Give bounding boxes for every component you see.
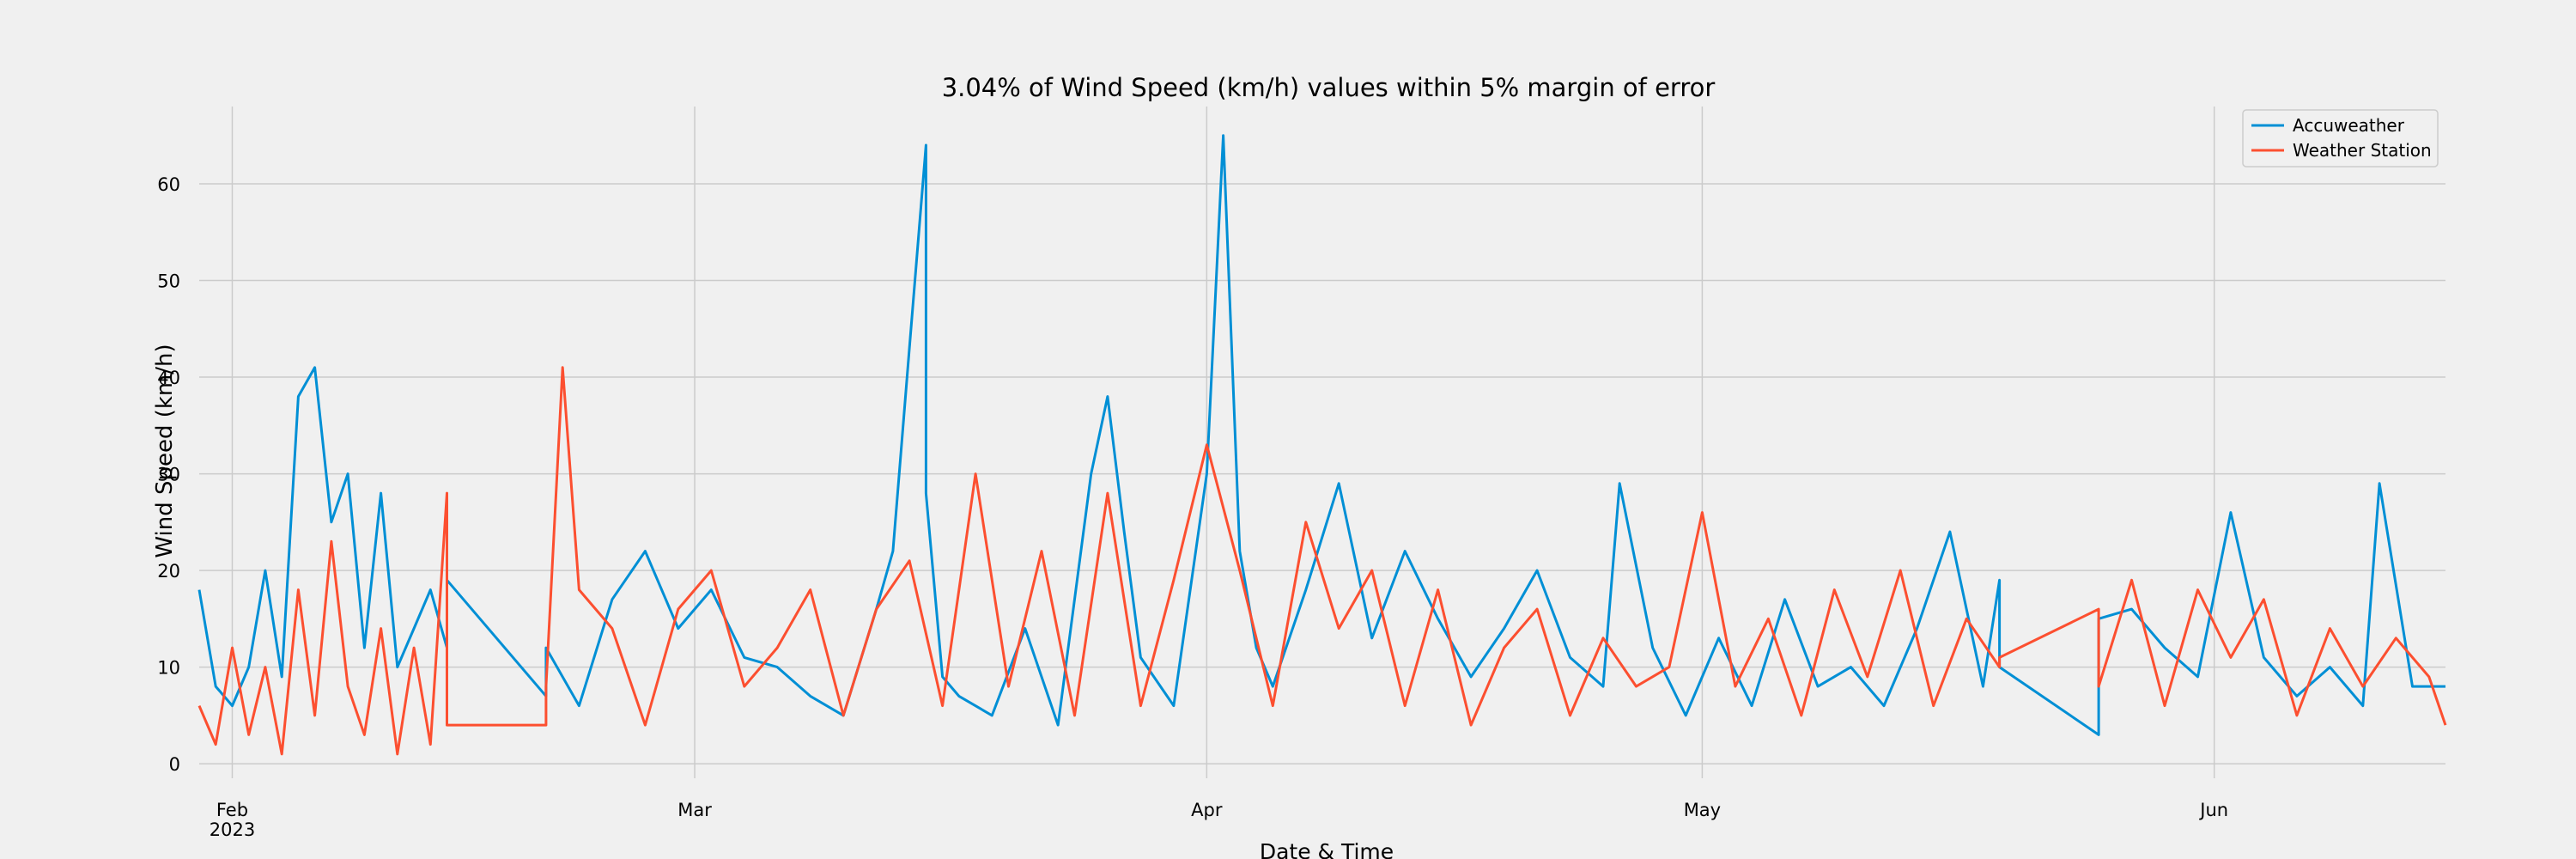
legend-label: Accuweather <box>2293 115 2405 136</box>
y-tick-label: 20 <box>157 561 180 582</box>
y-tick-label: 50 <box>157 271 180 292</box>
series-layer <box>197 134 2447 756</box>
y-tick-label: 0 <box>169 754 180 775</box>
chart-title: 3.04% of Wind Speed (km/h) values within… <box>942 73 1716 102</box>
legend-box <box>2242 109 2439 168</box>
x-axis-label: Date & Time <box>1260 839 1394 859</box>
series-line-accuweather <box>197 134 2445 736</box>
x-tick-label: Mar <box>677 800 712 820</box>
x-tick-label: Apr <box>1191 800 1223 820</box>
y-axis-label: Wind Speed (km/h) <box>152 344 178 557</box>
y-tick-label: 60 <box>157 174 180 195</box>
grid <box>199 107 2445 778</box>
y-tick-label: 30 <box>157 465 180 485</box>
legend-label: Weather Station <box>2293 140 2432 161</box>
x-tick-label: Jun <box>2198 800 2228 820</box>
x-tick-label: May <box>1684 800 1721 820</box>
x-tick-sublabel: 2023 <box>210 819 255 840</box>
series-line-weather-station <box>197 366 2447 756</box>
y-tick-label: 10 <box>157 658 180 679</box>
y-axis: 0 10 20 30 40 50 60 <box>157 174 180 775</box>
y-tick-label: 40 <box>157 368 180 388</box>
x-tick-label: Feb <box>216 800 248 820</box>
legend: Accuweather Weather Station <box>2242 109 2439 168</box>
